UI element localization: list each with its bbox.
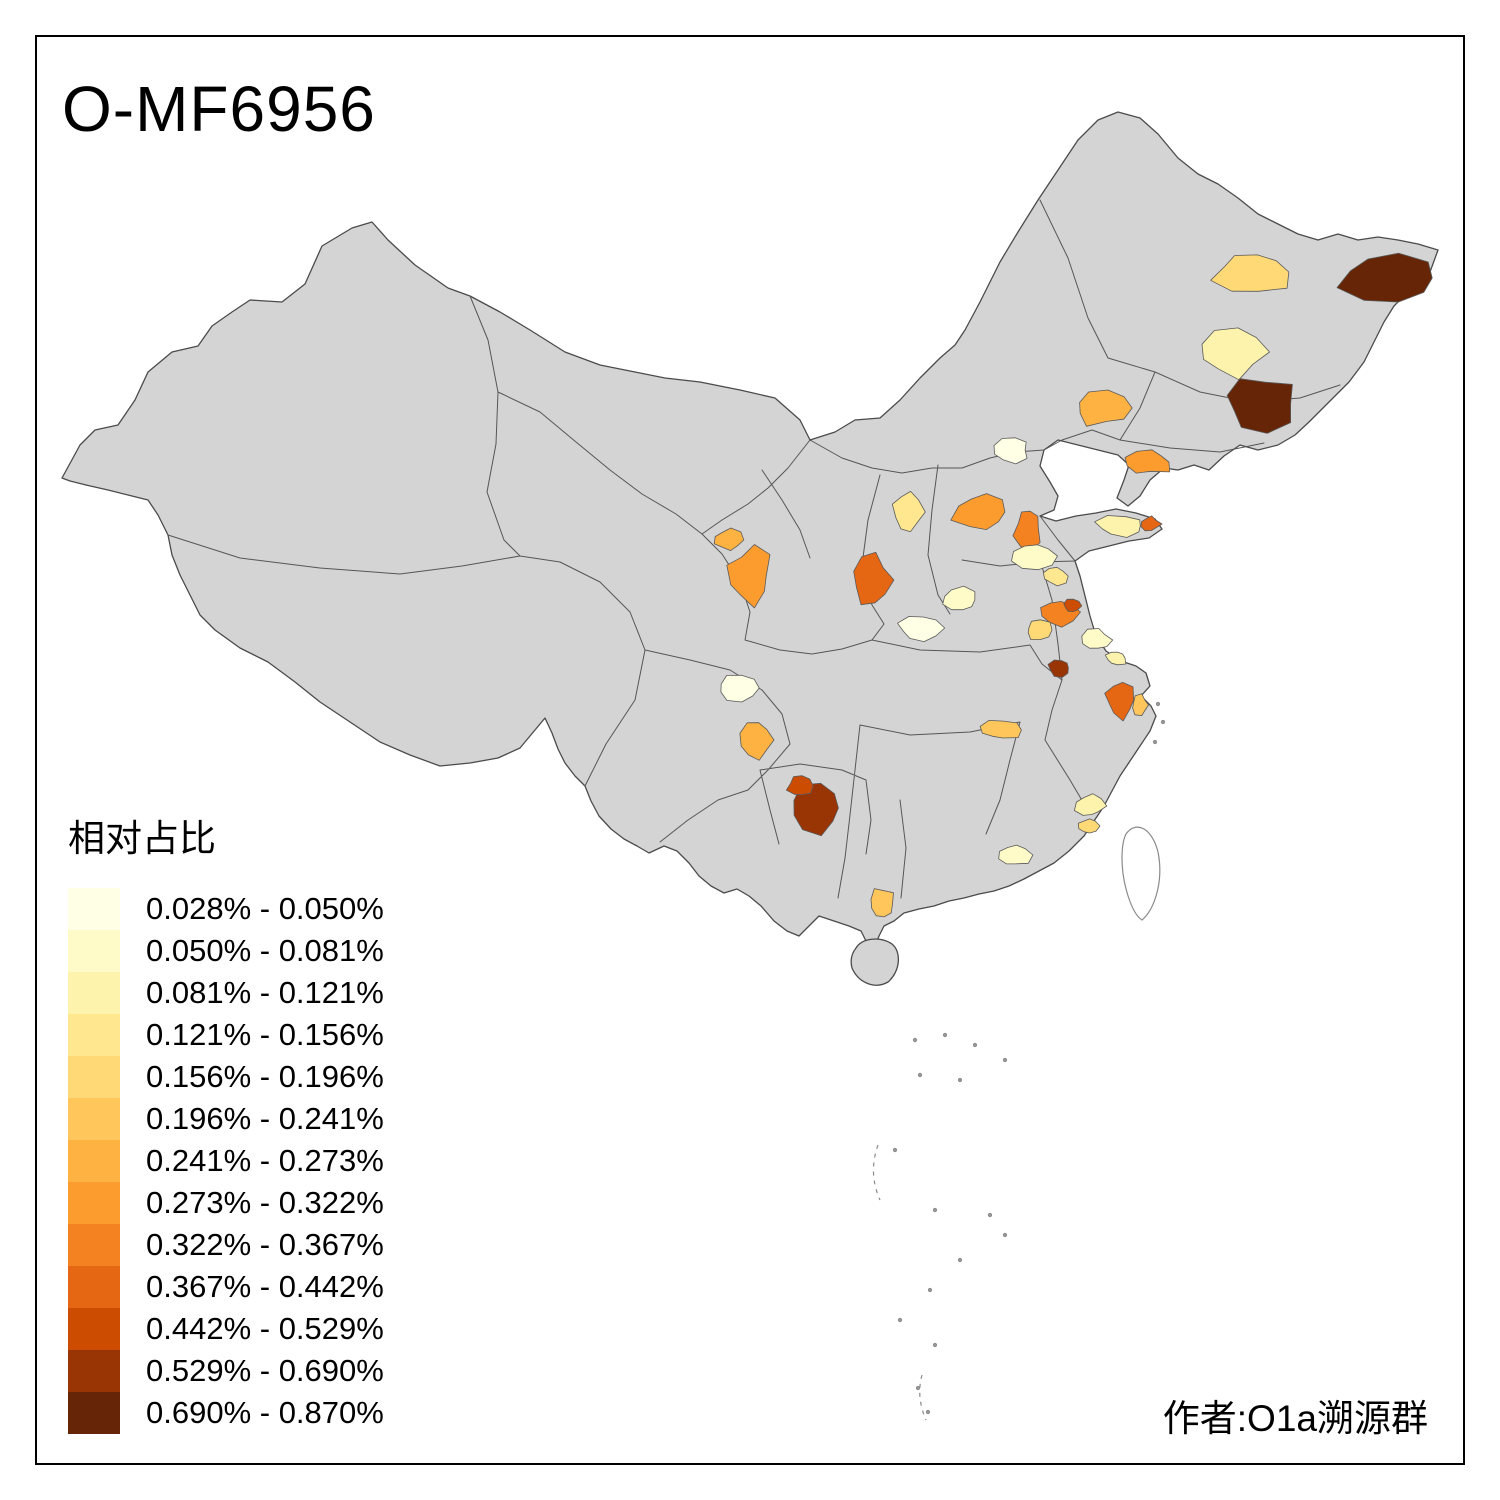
prefecture-region xyxy=(853,551,895,606)
prefecture-region xyxy=(1336,252,1433,303)
prefecture-region xyxy=(1043,566,1069,587)
prefecture-region xyxy=(1094,515,1141,538)
legend-swatch xyxy=(68,1140,120,1182)
prefecture-region xyxy=(1140,515,1163,532)
legend-item: 0.156% - 0.196% xyxy=(68,1056,384,1098)
prefecture-region xyxy=(1124,449,1171,474)
legend-item: 0.690% - 0.870% xyxy=(68,1392,384,1434)
legend-item: 0.241% - 0.273% xyxy=(68,1140,384,1182)
legend-swatch xyxy=(68,1056,120,1098)
prefecture-region xyxy=(739,722,775,761)
choropleth-regions xyxy=(713,252,1433,918)
prefecture-region xyxy=(1081,628,1114,649)
prefecture-region xyxy=(1132,693,1149,716)
legend-item: 0.121% - 0.156% xyxy=(68,1014,384,1056)
prefecture-region xyxy=(1104,651,1127,666)
legend-swatch xyxy=(68,1098,120,1140)
china-outline xyxy=(61,111,1439,950)
legend-swatch xyxy=(68,1224,120,1266)
prefecture-region xyxy=(1074,793,1108,816)
attribution: 作者:O1a溯源群 xyxy=(1162,1398,1428,1439)
legend-swatch xyxy=(68,1392,120,1434)
legend-item: 0.322% - 0.367% xyxy=(68,1224,384,1266)
legend-item: 0.196% - 0.241% xyxy=(68,1098,384,1140)
legend-title: 相对占比 xyxy=(68,818,216,859)
prefecture-region xyxy=(1201,327,1270,381)
hainan-island xyxy=(850,938,899,986)
legend-swatch xyxy=(68,1014,120,1056)
prefecture-region xyxy=(1079,389,1133,427)
map-title: O-MF6956 xyxy=(62,73,376,145)
legend-swatch xyxy=(68,1266,120,1308)
legend-range-label: 0.442% - 0.529% xyxy=(146,1311,384,1346)
legend-swatch xyxy=(68,888,120,930)
prefecture-region xyxy=(1011,544,1058,571)
prefecture-region xyxy=(1047,659,1069,678)
prefecture-region xyxy=(713,527,745,551)
prefecture-region xyxy=(950,493,1006,530)
prefecture-region xyxy=(726,544,771,609)
legend-range-label: 0.196% - 0.241% xyxy=(146,1101,384,1136)
prefecture-region xyxy=(1063,598,1083,612)
legend-range-label: 0.529% - 0.690% xyxy=(146,1353,384,1388)
legend-range-label: 0.367% - 0.442% xyxy=(146,1269,384,1304)
legend-item: 0.367% - 0.442% xyxy=(68,1266,384,1308)
south-china-sea-islands xyxy=(872,701,1166,1421)
taiwan-island xyxy=(1121,826,1161,921)
legend-items: 0.028% - 0.050% 0.050% - 0.081% 0.081% - 0… xyxy=(68,888,384,1434)
prefecture-region xyxy=(1027,619,1053,640)
legend: 相对占比 0.028% - 0.050% 0.050% - 0.081% 0.081… xyxy=(68,808,384,1434)
map-base xyxy=(61,111,1439,986)
prefecture-region xyxy=(1210,254,1290,292)
legend-swatch xyxy=(68,1182,120,1224)
legend-range-label: 0.241% - 0.273% xyxy=(146,1143,384,1178)
legend-range-label: 0.273% - 0.322% xyxy=(146,1185,384,1220)
legend-swatch xyxy=(68,1350,120,1392)
legend-range-label: 0.690% - 0.870% xyxy=(146,1395,384,1430)
legend-item: 0.442% - 0.529% xyxy=(68,1308,384,1350)
legend-item: 0.050% - 0.081% xyxy=(68,930,384,972)
prefecture-region xyxy=(979,720,1022,739)
prefecture-region xyxy=(891,490,926,533)
legend-item: 0.028% - 0.050% xyxy=(68,888,384,930)
prefecture-region xyxy=(897,616,946,642)
legend-item: 0.273% - 0.322% xyxy=(68,1182,384,1224)
legend-range-label: 0.028% - 0.050% xyxy=(146,891,384,926)
legend-range-label: 0.156% - 0.196% xyxy=(146,1059,384,1094)
prefecture-region xyxy=(793,782,839,837)
legend-item: 0.529% - 0.690% xyxy=(68,1350,384,1392)
prefecture-region xyxy=(942,585,976,611)
prefecture-region xyxy=(1226,378,1293,434)
legend-range-label: 0.081% - 0.121% xyxy=(146,975,384,1010)
prefecture-region xyxy=(720,674,760,703)
legend-range-label: 0.322% - 0.367% xyxy=(146,1227,384,1262)
legend-swatch xyxy=(68,1308,120,1350)
prefecture-region xyxy=(1077,818,1101,834)
legend-swatch xyxy=(68,930,120,972)
prefecture-region xyxy=(786,775,814,796)
prefecture-region xyxy=(1104,682,1135,722)
prefecture-region xyxy=(870,888,894,918)
legend-range-label: 0.050% - 0.081% xyxy=(146,933,384,968)
legend-item: 0.081% - 0.121% xyxy=(68,972,384,1014)
legend-swatch xyxy=(68,972,120,1014)
prefecture-region xyxy=(993,437,1028,465)
province-borders xyxy=(167,199,1341,899)
legend-range-label: 0.121% - 0.156% xyxy=(146,1017,384,1052)
prefecture-region xyxy=(998,844,1034,865)
